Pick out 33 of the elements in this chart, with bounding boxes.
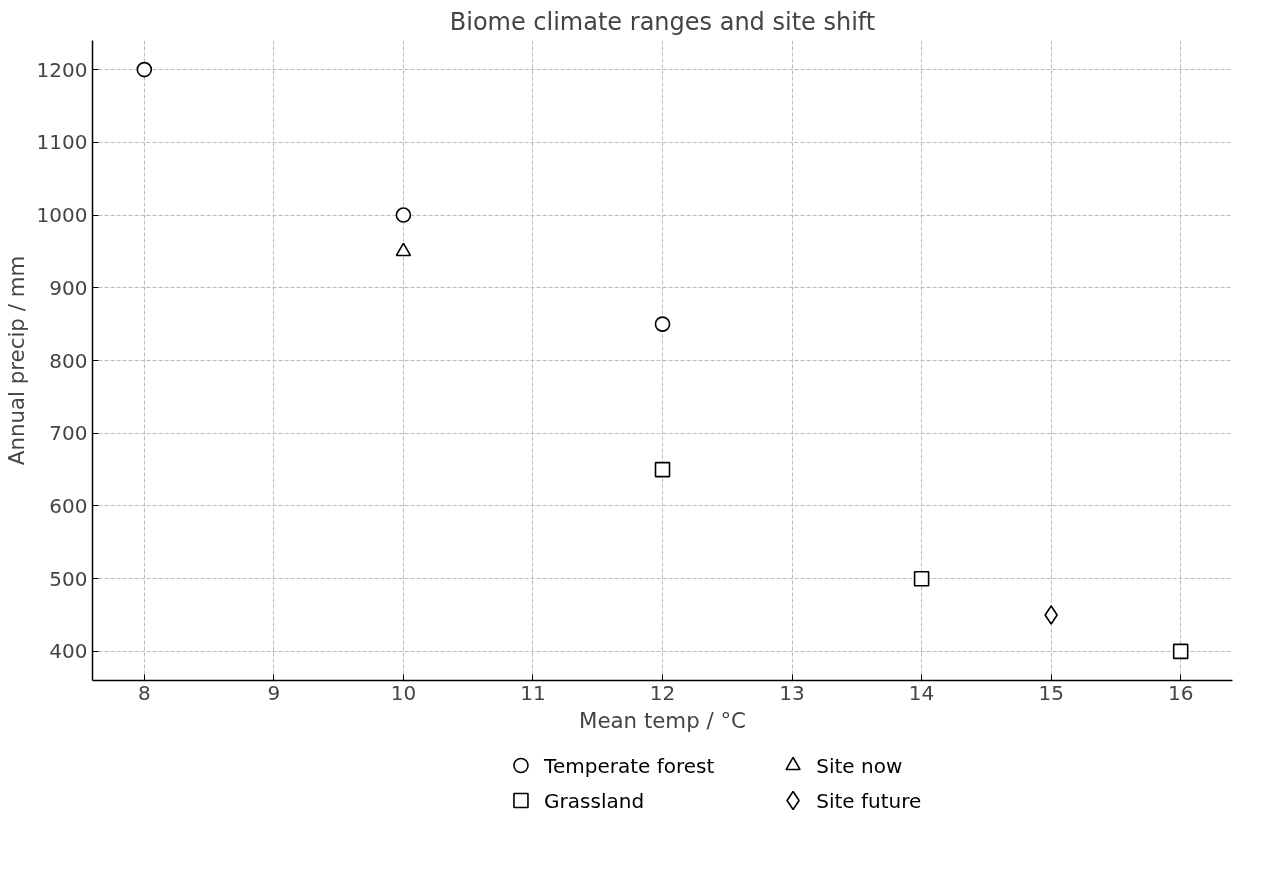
point [913,570,930,587]
point [1044,605,1058,625]
point [654,461,671,478]
x-tick-label: 11 [520,680,546,705]
y-tick-label: 400 [49,639,88,664]
point [654,316,671,332]
point [395,207,412,223]
chart-title: Biome climate ranges and site shift [449,7,876,36]
x-tick-label: 8 [137,680,151,705]
y-tick-label: 700 [49,421,88,446]
point [136,61,153,78]
x-tick-label: 16 [1167,680,1194,705]
x-tick-label: 10 [390,680,417,705]
legend-label: Grassland [544,788,645,813]
legend-label: Site future [816,788,922,813]
x-tick-label: 13 [779,680,805,705]
y-tick-label: 1000 [36,203,88,228]
legend-label: Site now [816,753,903,778]
x-tick-label: 14 [908,680,935,705]
y-tick-label: 1200 [36,57,88,82]
x-tick-label: 12 [649,680,676,705]
x-axis-title: Mean temp / °C [579,707,746,733]
y-tick-label: 900 [49,275,88,300]
x-tick-label: 15 [1038,680,1064,705]
x-tick-label: 9 [267,680,281,705]
y-axis-title: Annual precip / mm [3,255,29,466]
legend-label: Temperate forest [543,753,715,778]
point [1172,643,1189,660]
y-tick-label: 1100 [36,130,88,155]
y-tick-label: 800 [49,348,88,373]
y-tick-label: 500 [49,566,88,591]
point [395,242,412,257]
y-tick-label: 600 [49,493,88,518]
